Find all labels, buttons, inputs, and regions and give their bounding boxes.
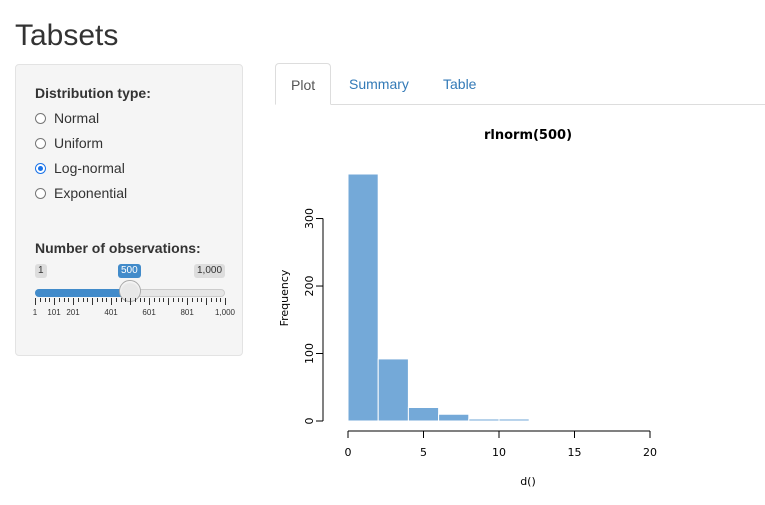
- radio-checked-icon[interactable]: [35, 162, 46, 174]
- slider-tick-label: 401: [104, 308, 118, 317]
- slider-tick: [172, 298, 174, 302]
- slider-tick: [220, 298, 222, 302]
- radio-exponential[interactable]: Exponential: [35, 183, 127, 203]
- slider-tick: [196, 298, 198, 302]
- slider-tick: [163, 298, 165, 302]
- slider-tick: [153, 298, 155, 302]
- radio-normal[interactable]: Normal: [35, 108, 99, 128]
- slider-tick: [120, 298, 122, 302]
- observations-label: Number of observations:: [35, 240, 201, 256]
- slider-tick: [35, 298, 36, 305]
- slider-tick: [44, 298, 46, 302]
- slider-tick: [144, 298, 146, 302]
- slider-tick: [49, 298, 51, 302]
- radio-label-log-normal: Log-normal: [54, 160, 125, 176]
- y-tick-label: 0: [303, 418, 316, 425]
- slider-tick: [106, 298, 108, 302]
- slider-tick-label: 1,000: [214, 308, 236, 317]
- slider-max-badge: 1,000: [194, 264, 226, 278]
- slider-tick: [68, 298, 70, 302]
- chart-xlabel: d(): [520, 475, 536, 488]
- slider-min-badge: 1: [35, 264, 47, 278]
- slider-tick: [87, 298, 89, 302]
- histogram-bar: [468, 418, 500, 422]
- radio-circle-icon[interactable]: [35, 112, 46, 124]
- slider-tick: [210, 298, 212, 302]
- radio-label-exponential: Exponential: [54, 185, 128, 201]
- slider-tick: [182, 298, 184, 302]
- chart-ylabel: Frequency: [278, 269, 291, 326]
- y-tick-label: 300: [303, 208, 316, 229]
- chart-title: rlnorm(500): [484, 128, 572, 143]
- slider-fill: [35, 289, 130, 297]
- slider-tick: [191, 298, 193, 302]
- x-tick-label: 20: [643, 446, 657, 459]
- x-tick-label: 5: [420, 446, 427, 459]
- slider-tick: [101, 298, 103, 302]
- radio-circle-icon[interactable]: [35, 137, 46, 149]
- slider-handle[interactable]: [118, 280, 141, 302]
- radio-log-normal[interactable]: Log-normal: [35, 158, 125, 178]
- slider-tick: [115, 298, 117, 302]
- tab-table[interactable]: Table: [443, 76, 477, 92]
- slider-tick-label: 1: [32, 308, 38, 317]
- radio-label-normal: Normal: [54, 110, 100, 126]
- slider-tick: [125, 298, 127, 302]
- x-tick-label: 15: [568, 446, 582, 459]
- slider-tick: [215, 298, 217, 302]
- slider-tick: [206, 298, 207, 305]
- histogram-bar: [498, 418, 530, 422]
- histogram-bar: [347, 173, 379, 422]
- slider-tick: [82, 298, 84, 302]
- histogram-bar: [438, 413, 470, 422]
- slider-tick: [225, 298, 226, 305]
- radio-label-uniform: Uniform: [54, 135, 104, 151]
- slider-tick: [134, 298, 136, 302]
- distribution-type-label: Distribution type:: [35, 85, 151, 101]
- slider-value-badge: 500: [118, 264, 141, 278]
- slider-tick: [63, 298, 65, 302]
- slider-tick: [92, 298, 93, 305]
- slider-tick: [158, 298, 160, 302]
- slider-tick: [73, 298, 74, 305]
- tab-summary[interactable]: Summary: [349, 76, 409, 92]
- tab-bar: Plot Summary Table: [275, 63, 765, 105]
- slider-tick-label: 801: [180, 308, 194, 317]
- y-tick-label: 100: [303, 343, 316, 364]
- slider-tick: [111, 298, 112, 305]
- slider-tick: [58, 298, 60, 302]
- slider-tick: [54, 298, 55, 305]
- slider-tick-label: 101: [47, 308, 61, 317]
- slider-tick: [201, 298, 203, 302]
- slider-tick: [77, 298, 79, 302]
- histogram-chart: rlnorm(500) d() Frequency 0 5 10 15 20 0 100 2…: [278, 128, 657, 488]
- slider-tick: [39, 298, 41, 302]
- page-title: Tabsets: [15, 19, 119, 52]
- slider-tick: [130, 298, 131, 305]
- x-tick-label: 0: [345, 446, 352, 459]
- tab-plot[interactable]: Plot: [275, 63, 332, 105]
- slider-tick-label: 601: [142, 308, 156, 317]
- slider-tick: [177, 298, 179, 302]
- slider-tick: [96, 298, 98, 302]
- slider-tick: [149, 298, 150, 305]
- slider-tick-label: 201: [66, 308, 80, 317]
- slider-tick: [187, 298, 188, 305]
- slider-tick: [168, 298, 169, 305]
- radio-uniform[interactable]: Uniform: [35, 133, 103, 153]
- x-tick-label: 10: [492, 446, 506, 459]
- histogram-bar: [377, 358, 409, 422]
- radio-circle-icon[interactable]: [35, 187, 46, 199]
- y-tick-label: 200: [303, 276, 316, 297]
- slider-tick: [139, 298, 141, 302]
- histogram-bar: [407, 407, 440, 422]
- sidebar-panel: Distribution type: Normal Uniform Log-no…: [15, 64, 243, 356]
